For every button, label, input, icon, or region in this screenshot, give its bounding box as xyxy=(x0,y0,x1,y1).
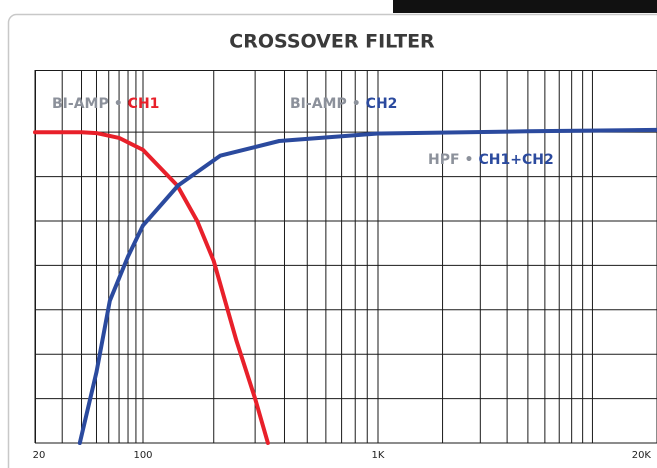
corner-bar xyxy=(393,0,657,13)
annotation-part: CH1 xyxy=(128,96,160,112)
annotation-part: BI-AMP xyxy=(52,96,109,112)
annotation-part: CH1+CH2 xyxy=(479,152,554,168)
x-tick-label: 1K xyxy=(372,450,385,461)
annotation: HPF • CH1+CH2 xyxy=(428,152,554,168)
annotation-part: BI-AMP xyxy=(290,96,347,112)
annotation-part: • xyxy=(465,152,474,168)
annotation-part: • xyxy=(114,96,123,112)
x-tick-label: 100 xyxy=(133,450,152,461)
annotation: BI-AMP • CH1 xyxy=(52,96,159,112)
chart-title: CROSSOVER FILTER xyxy=(229,31,435,53)
annotation: BI-AMP • CH2 xyxy=(290,96,397,112)
plot-frame xyxy=(35,70,657,444)
x-tick-label: 20 xyxy=(33,450,46,461)
annotation-part: HPF xyxy=(428,152,460,168)
curve xyxy=(77,127,657,445)
annotation-part: CH2 xyxy=(366,96,398,112)
annotation-part: • xyxy=(352,96,361,112)
x-tick-label: 20K xyxy=(632,450,652,461)
